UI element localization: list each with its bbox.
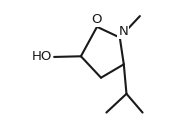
Text: O: O (92, 13, 102, 26)
Text: N: N (118, 25, 128, 38)
Text: HO: HO (32, 50, 52, 64)
